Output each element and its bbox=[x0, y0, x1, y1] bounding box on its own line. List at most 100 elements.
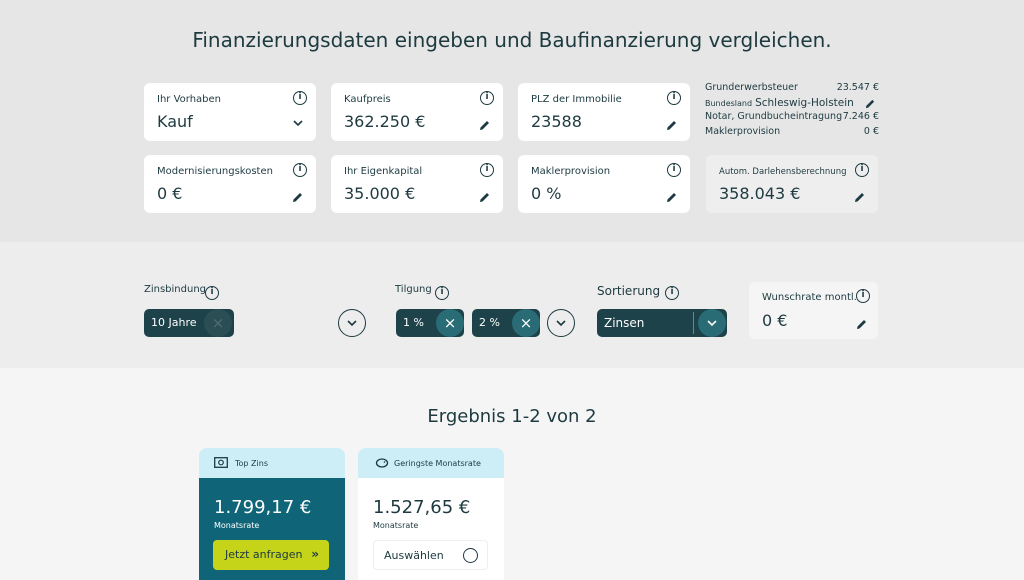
kaufpreis-field[interactable]: Kaufpreis 362.250 € i bbox=[331, 83, 503, 141]
bundesland-value: Schleswig-Holstein bbox=[755, 96, 854, 109]
plz-field[interactable]: PLZ der Immobilie 23588 i bbox=[518, 83, 690, 141]
info-icon[interactable]: i bbox=[480, 163, 494, 177]
pencil-icon[interactable] bbox=[854, 191, 866, 203]
maklerprovision-value: 0 % bbox=[531, 184, 562, 203]
result-sub: Monatsrate bbox=[214, 521, 260, 530]
tilgung-label: Tilgung bbox=[395, 284, 432, 295]
close-icon[interactable]: × bbox=[436, 309, 464, 337]
notar-value: 7.246 € bbox=[842, 111, 879, 122]
chevron-down-icon bbox=[707, 320, 717, 327]
auswaehlen-label: Auswählen bbox=[384, 549, 444, 562]
vorhaben-select[interactable]: Ihr Vorhaben Kauf i bbox=[144, 83, 316, 141]
wunschrate-field[interactable]: Wunschrate montl. 0 € i bbox=[749, 282, 878, 339]
modernisierung-value: 0 € bbox=[157, 184, 183, 203]
darlehen-value: 358.043 € bbox=[719, 184, 801, 203]
info-icon[interactable]: i bbox=[855, 163, 869, 177]
summary-row-grunderwerbsteuer: Grunderwerbsteuer 23.547 € bbox=[705, 82, 879, 97]
money-icon bbox=[214, 457, 228, 468]
select-divider bbox=[693, 312, 694, 334]
tilgung-dropdown-button[interactable] bbox=[547, 309, 575, 337]
grunderwerbsteuer-value: 23.547 € bbox=[836, 82, 879, 93]
zinsbindung-chip[interactable]: 10 Jahre × bbox=[144, 309, 234, 337]
chevron-down-icon bbox=[347, 320, 357, 327]
info-icon[interactable]: i bbox=[856, 289, 870, 303]
tilgung-chip-1[interactable]: 1 % × bbox=[396, 309, 464, 337]
eigenkapital-field[interactable]: Ihr Eigenkapital 35.000 € i bbox=[331, 155, 503, 213]
result-card-geringste-monatsrate[interactable]: Geringste Monatsrate 1.527,65 € Monatsra… bbox=[358, 448, 504, 580]
kaufpreis-value: 362.250 € bbox=[344, 112, 426, 131]
tilgung-chip-label: 1 % bbox=[403, 316, 424, 329]
summary-row-bundesland[interactable]: Bundesland Schleswig-Holstein bbox=[705, 97, 879, 112]
eigenkapital-label: Ihr Eigenkapital bbox=[344, 166, 423, 177]
bundesland-label: Bundesland bbox=[705, 98, 753, 108]
info-icon[interactable]: i bbox=[667, 91, 681, 105]
makler-summary-value: 0 € bbox=[863, 125, 879, 137]
info-icon[interactable]: i bbox=[665, 286, 679, 300]
maklerprovision-field[interactable]: Maklerprovision 0 % i bbox=[518, 155, 690, 213]
maklerprovision-label: Maklerprovision bbox=[531, 166, 611, 177]
cost-summary: Grunderwerbsteuer 23.547 € Bundesland Sch… bbox=[705, 82, 879, 140]
sortierung-dropdown-button[interactable] bbox=[698, 309, 726, 337]
double-chevron-right-icon: » bbox=[311, 547, 319, 561]
modernisierung-field[interactable]: Modernisierungskosten 0 € i bbox=[144, 155, 316, 213]
zinsbindung-chip-label: 10 Jahre bbox=[151, 316, 197, 329]
modernisierung-label: Modernisierungskosten bbox=[157, 166, 273, 177]
notar-label: Notar, Grundbucheintragung bbox=[705, 111, 843, 122]
pencil-icon[interactable] bbox=[292, 191, 304, 203]
result-badge: Geringste Monatsrate bbox=[358, 448, 504, 478]
jetzt-anfragen-button[interactable]: Jetzt anfragen » bbox=[213, 540, 329, 570]
vorhaben-value: Kauf bbox=[157, 112, 193, 131]
summary-row-notar: Notar, Grundbucheintragung 7.246 € bbox=[705, 111, 879, 126]
info-icon[interactable]: i bbox=[205, 286, 219, 300]
sortierung-label: Sortierung bbox=[597, 284, 661, 298]
piggy-bank-icon bbox=[375, 458, 389, 468]
page-title: Finanzierungsdaten eingeben und Baufinan… bbox=[192, 28, 832, 52]
plz-label: PLZ der Immobilie bbox=[531, 94, 622, 105]
results-section bbox=[0, 368, 1024, 580]
tilgung-chip-label: 2 % bbox=[479, 316, 500, 329]
sortierung-select[interactable]: Zinsen bbox=[597, 309, 727, 337]
info-icon[interactable]: i bbox=[293, 91, 307, 105]
close-icon[interactable]: × bbox=[204, 309, 232, 337]
result-body: 1.527,65 € Monatsrate Auswählen bbox=[358, 478, 504, 580]
zinsbindung-dropdown-button[interactable] bbox=[338, 309, 366, 337]
chevron-down-icon bbox=[556, 320, 566, 327]
chevron-down-icon bbox=[293, 120, 303, 127]
result-amount: 1.527,65 € bbox=[373, 497, 471, 518]
darlehen-label: Autom. Darlehensberechnung bbox=[719, 167, 847, 177]
grunderwerbsteuer-label: Grunderwerbsteuer bbox=[705, 82, 798, 93]
tilgung-chip-2[interactable]: 2 % × bbox=[472, 309, 540, 337]
pencil-icon[interactable] bbox=[865, 98, 876, 109]
result-sub: Monatsrate bbox=[373, 521, 419, 530]
plz-value: 23588 bbox=[531, 112, 582, 131]
makler-summary-label: Maklerprovision bbox=[705, 125, 781, 137]
pencil-icon[interactable] bbox=[666, 119, 678, 131]
results-count: Ergebnis 1-2 von 2 bbox=[427, 406, 597, 427]
result-card-top-zins[interactable]: Top Zins 1.799,17 € Monatsrate Jetzt anf… bbox=[199, 448, 345, 580]
auswaehlen-button[interactable]: Auswählen bbox=[373, 540, 488, 570]
wunschrate-value: 0 € bbox=[762, 311, 788, 330]
kaufpreis-label: Kaufpreis bbox=[344, 94, 391, 105]
pencil-icon[interactable] bbox=[479, 119, 491, 131]
result-amount: 1.799,17 € bbox=[214, 497, 312, 518]
result-badge-label: Geringste Monatsrate bbox=[394, 459, 481, 468]
sortierung-value: Zinsen bbox=[604, 316, 645, 330]
result-body: 1.799,17 € Monatsrate Jetzt anfragen » bbox=[199, 478, 345, 580]
pencil-icon[interactable] bbox=[856, 318, 868, 330]
summary-row-makler: Maklerprovision 0 € bbox=[705, 126, 879, 141]
close-icon[interactable]: × bbox=[512, 309, 540, 337]
info-icon[interactable]: i bbox=[667, 163, 681, 177]
vorhaben-label: Ihr Vorhaben bbox=[157, 94, 221, 105]
info-icon[interactable]: i bbox=[480, 91, 494, 105]
zinsbindung-label: Zinsbindung bbox=[144, 284, 207, 295]
darlehen-field[interactable]: Autom. Darlehensberechnung 358.043 € i bbox=[706, 155, 878, 213]
wunschrate-label: Wunschrate montl. bbox=[762, 292, 857, 303]
info-icon[interactable]: i bbox=[293, 163, 307, 177]
result-badge-label: Top Zins bbox=[235, 459, 268, 468]
result-badge: Top Zins bbox=[199, 448, 345, 478]
pencil-icon[interactable] bbox=[666, 191, 678, 203]
info-icon[interactable]: i bbox=[435, 286, 449, 300]
radio-icon[interactable] bbox=[463, 548, 478, 563]
eigenkapital-value: 35.000 € bbox=[344, 184, 416, 203]
pencil-icon[interactable] bbox=[479, 191, 491, 203]
